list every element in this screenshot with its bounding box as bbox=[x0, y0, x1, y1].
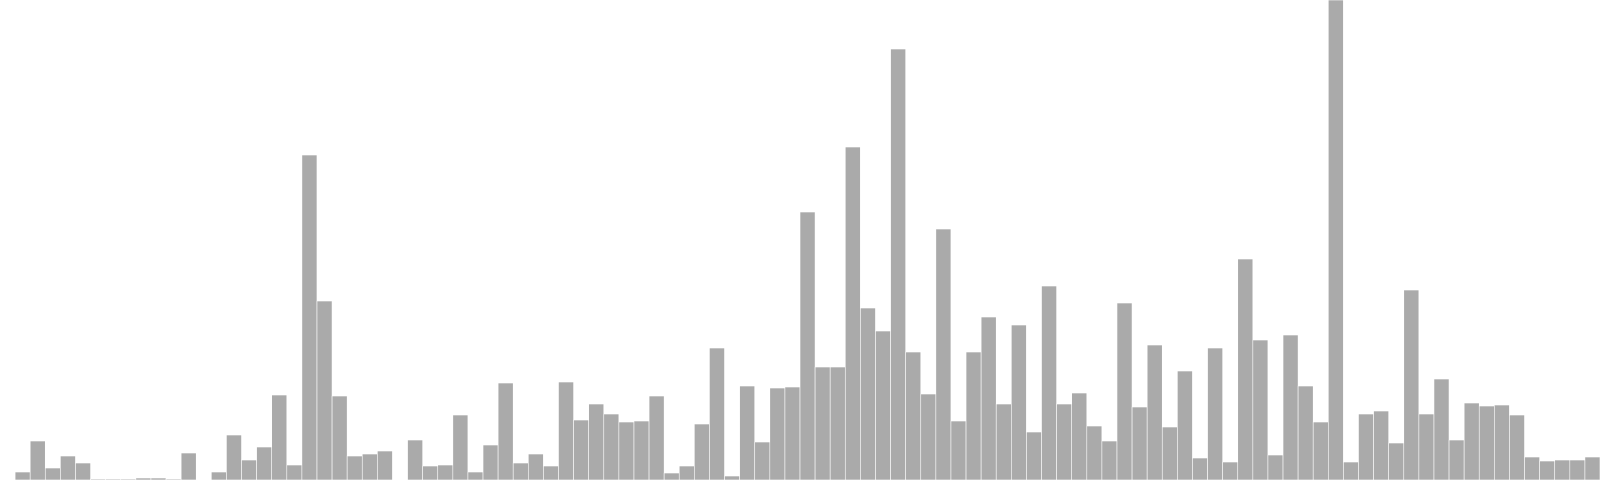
bar-37 bbox=[558, 381, 574, 480]
bar-5 bbox=[75, 462, 91, 480]
bar-93 bbox=[1403, 289, 1420, 480]
bar-68 bbox=[1026, 431, 1042, 480]
bar-4 bbox=[60, 455, 76, 480]
bars-group bbox=[14, 0, 1600, 480]
bar-29 bbox=[437, 464, 454, 480]
bar-14 bbox=[211, 471, 227, 480]
bar-99 bbox=[1494, 404, 1510, 480]
bar-60 bbox=[905, 351, 922, 480]
bar-2 bbox=[29, 440, 46, 480]
bar-82 bbox=[1237, 258, 1254, 480]
bar-74 bbox=[1116, 302, 1133, 480]
bar-34 bbox=[512, 462, 529, 480]
bar-89 bbox=[1343, 461, 1359, 480]
bar-91 bbox=[1373, 410, 1389, 480]
bar-40 bbox=[603, 413, 620, 480]
bar-83 bbox=[1252, 339, 1269, 480]
bar-1 bbox=[14, 471, 31, 480]
bar-39 bbox=[588, 403, 605, 480]
bar-69 bbox=[1041, 285, 1057, 480]
bar-41 bbox=[618, 421, 635, 480]
bar-12 bbox=[180, 452, 197, 480]
bar-48 bbox=[724, 475, 740, 480]
bar-79 bbox=[1192, 457, 1208, 480]
bar-90 bbox=[1358, 413, 1374, 480]
bar-78 bbox=[1177, 370, 1193, 480]
bar-17 bbox=[256, 446, 272, 480]
bar-92 bbox=[1388, 442, 1405, 480]
bar-95 bbox=[1433, 378, 1450, 480]
bar-101 bbox=[1524, 456, 1540, 480]
bar-98 bbox=[1478, 405, 1495, 480]
bar-57 bbox=[860, 307, 876, 480]
bar-103 bbox=[1554, 459, 1571, 480]
bar-56 bbox=[844, 146, 861, 480]
bar-31 bbox=[467, 471, 484, 480]
bar-62 bbox=[935, 228, 952, 480]
bar-30 bbox=[452, 414, 469, 480]
bar-86 bbox=[1297, 385, 1314, 480]
bar-38 bbox=[573, 419, 589, 480]
bar-45 bbox=[678, 465, 695, 480]
bar-87 bbox=[1312, 421, 1329, 480]
bar-18 bbox=[271, 394, 288, 480]
bar-80 bbox=[1207, 347, 1223, 480]
bar-100 bbox=[1509, 414, 1525, 480]
bar-71 bbox=[1071, 392, 1088, 480]
bar-35 bbox=[527, 453, 544, 480]
bar-24 bbox=[361, 453, 378, 480]
bar-28 bbox=[422, 465, 439, 480]
bar-23 bbox=[346, 455, 363, 480]
bar-84 bbox=[1267, 454, 1284, 480]
bar-63 bbox=[950, 420, 967, 480]
bar-33 bbox=[497, 382, 514, 480]
bar-20 bbox=[301, 154, 318, 480]
bar-50 bbox=[754, 441, 771, 480]
bar-47 bbox=[709, 347, 725, 480]
bar-15 bbox=[226, 434, 242, 480]
bar-52 bbox=[784, 386, 801, 480]
bar-3 bbox=[44, 467, 61, 480]
bar-61 bbox=[920, 393, 937, 480]
bar-70 bbox=[1056, 403, 1072, 480]
bar-102 bbox=[1539, 460, 1556, 480]
bar-46 bbox=[694, 423, 710, 480]
bar-105 bbox=[1584, 456, 1600, 480]
bar-73 bbox=[1101, 440, 1118, 480]
bar-32 bbox=[482, 444, 499, 480]
bar-51 bbox=[769, 387, 786, 480]
bar-75 bbox=[1131, 406, 1148, 480]
bar-49 bbox=[739, 385, 756, 480]
bar-58 bbox=[875, 330, 891, 480]
bar-44 bbox=[663, 472, 680, 480]
bar-19 bbox=[286, 464, 303, 480]
bar-53 bbox=[799, 211, 816, 480]
bar-59 bbox=[890, 48, 906, 480]
bar-25 bbox=[377, 450, 393, 480]
bar-72 bbox=[1086, 425, 1103, 480]
bar-81 bbox=[1222, 461, 1239, 480]
bar-96 bbox=[1448, 439, 1465, 480]
bar-16 bbox=[241, 459, 257, 480]
bar-64 bbox=[965, 351, 982, 480]
bar-55 bbox=[829, 366, 846, 480]
bar-88 bbox=[1328, 0, 1344, 480]
bar-22 bbox=[331, 395, 348, 480]
bar-43 bbox=[648, 395, 665, 480]
bar-76 bbox=[1146, 344, 1163, 480]
bar-85 bbox=[1282, 334, 1299, 480]
bar-66 bbox=[995, 403, 1012, 480]
bar-54 bbox=[814, 366, 831, 480]
bar-104 bbox=[1569, 459, 1586, 480]
bar-36 bbox=[543, 465, 559, 480]
bar-27 bbox=[407, 439, 423, 480]
bar-77 bbox=[1161, 426, 1178, 480]
bar-67 bbox=[1011, 324, 1027, 480]
bar-42 bbox=[633, 420, 650, 480]
bar-94 bbox=[1418, 413, 1435, 480]
bar-21 bbox=[316, 300, 333, 480]
bar-65 bbox=[980, 316, 997, 480]
bar-97 bbox=[1463, 402, 1480, 480]
